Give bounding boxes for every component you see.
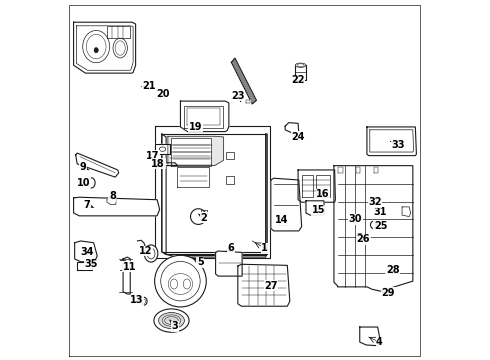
Text: 35: 35 xyxy=(85,259,98,269)
Text: 27: 27 xyxy=(264,281,277,291)
Text: 30: 30 xyxy=(349,215,362,224)
Polygon shape xyxy=(172,138,211,166)
Polygon shape xyxy=(201,210,207,216)
Polygon shape xyxy=(74,197,160,216)
Text: 15: 15 xyxy=(312,206,325,216)
Polygon shape xyxy=(231,58,256,104)
Text: 11: 11 xyxy=(123,262,136,272)
Text: 13: 13 xyxy=(130,296,144,306)
Ellipse shape xyxy=(154,309,189,332)
Polygon shape xyxy=(238,264,290,306)
Polygon shape xyxy=(360,327,381,346)
Text: 16: 16 xyxy=(317,189,330,199)
Text: 21: 21 xyxy=(142,81,156,91)
Polygon shape xyxy=(177,167,209,187)
Polygon shape xyxy=(76,153,119,177)
Text: 2: 2 xyxy=(200,213,207,222)
Bar xyxy=(226,152,234,159)
Text: 29: 29 xyxy=(382,288,395,298)
Text: 12: 12 xyxy=(139,246,152,256)
Polygon shape xyxy=(266,134,267,250)
Polygon shape xyxy=(155,144,170,154)
Text: 24: 24 xyxy=(292,132,305,142)
Ellipse shape xyxy=(113,38,127,58)
Polygon shape xyxy=(334,166,413,291)
Polygon shape xyxy=(246,100,250,103)
Ellipse shape xyxy=(388,267,394,274)
Polygon shape xyxy=(374,167,378,173)
Text: 23: 23 xyxy=(231,91,245,101)
Polygon shape xyxy=(168,136,223,166)
Text: 26: 26 xyxy=(357,234,370,244)
Text: 28: 28 xyxy=(386,265,399,275)
Ellipse shape xyxy=(83,31,110,63)
Text: 3: 3 xyxy=(172,321,178,331)
Text: 20: 20 xyxy=(156,89,169,99)
Text: 17: 17 xyxy=(146,150,159,161)
Polygon shape xyxy=(316,175,330,197)
Polygon shape xyxy=(402,207,411,217)
Polygon shape xyxy=(77,262,92,270)
Polygon shape xyxy=(356,167,361,173)
Polygon shape xyxy=(184,106,223,128)
Ellipse shape xyxy=(295,63,306,67)
Ellipse shape xyxy=(370,221,376,228)
Text: 25: 25 xyxy=(374,221,387,231)
Text: 1: 1 xyxy=(261,243,268,253)
Ellipse shape xyxy=(88,178,95,188)
Ellipse shape xyxy=(357,233,363,241)
Polygon shape xyxy=(298,170,335,202)
Ellipse shape xyxy=(144,245,158,262)
Text: 31: 31 xyxy=(374,207,387,217)
Text: 9: 9 xyxy=(79,162,86,172)
Text: 6: 6 xyxy=(227,243,234,253)
Polygon shape xyxy=(187,108,220,126)
Polygon shape xyxy=(180,101,229,132)
Bar xyxy=(279,219,286,225)
Circle shape xyxy=(155,255,206,307)
Polygon shape xyxy=(107,197,116,204)
Polygon shape xyxy=(271,178,302,231)
Text: 7: 7 xyxy=(84,200,91,210)
Polygon shape xyxy=(306,201,324,215)
Polygon shape xyxy=(216,251,242,276)
Ellipse shape xyxy=(382,288,389,295)
Text: 5: 5 xyxy=(197,257,203,267)
Polygon shape xyxy=(285,123,299,134)
Polygon shape xyxy=(338,167,343,173)
Text: 34: 34 xyxy=(80,247,94,257)
Polygon shape xyxy=(107,26,130,39)
Bar xyxy=(226,176,234,184)
Polygon shape xyxy=(74,22,136,73)
Ellipse shape xyxy=(159,312,184,329)
Polygon shape xyxy=(295,65,306,80)
Polygon shape xyxy=(302,175,313,197)
Text: 8: 8 xyxy=(109,191,116,201)
Text: 33: 33 xyxy=(392,140,405,150)
Polygon shape xyxy=(160,163,177,166)
Polygon shape xyxy=(74,241,97,262)
Text: 18: 18 xyxy=(151,159,165,169)
Text: 10: 10 xyxy=(77,178,90,188)
Text: 4: 4 xyxy=(376,337,383,347)
Text: 19: 19 xyxy=(189,122,202,132)
Text: 32: 32 xyxy=(368,197,382,207)
Polygon shape xyxy=(162,134,166,255)
Ellipse shape xyxy=(94,48,98,53)
Ellipse shape xyxy=(141,297,147,305)
Text: 14: 14 xyxy=(275,215,288,225)
Polygon shape xyxy=(367,127,416,156)
Text: 22: 22 xyxy=(292,75,305,85)
